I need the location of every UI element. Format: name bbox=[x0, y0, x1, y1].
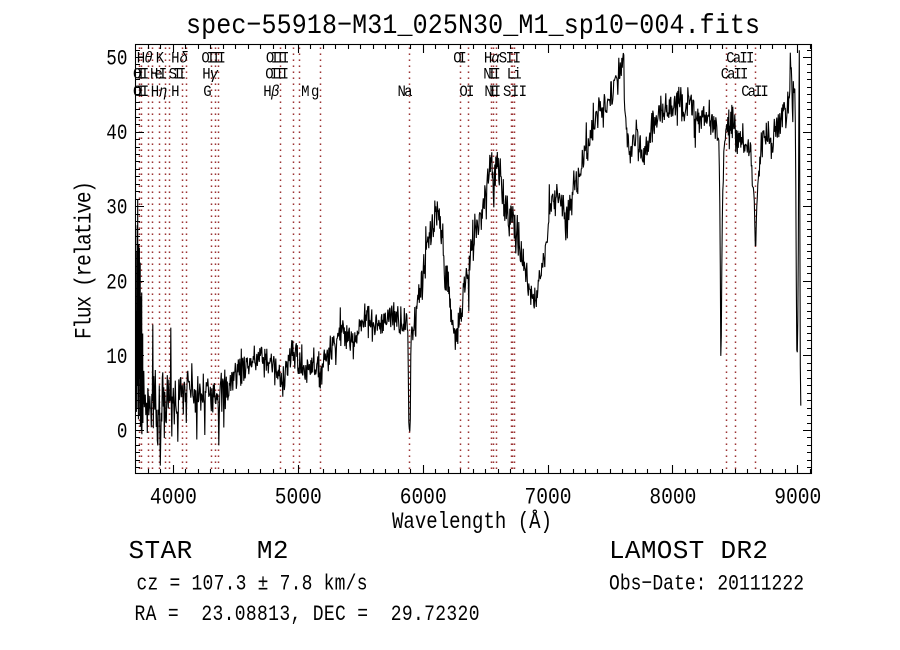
svg-text:CaII: CaII bbox=[721, 67, 749, 84]
svg-text:H: H bbox=[263, 84, 271, 101]
svg-text:θ: θ bbox=[144, 51, 153, 68]
svg-text:H: H bbox=[151, 84, 159, 101]
svg-text:20: 20 bbox=[106, 270, 127, 295]
svg-text:9000: 9000 bbox=[774, 485, 821, 511]
svg-text:η: η bbox=[159, 84, 167, 101]
svg-text:H: H bbox=[484, 51, 492, 68]
svg-text:SII: SII bbox=[169, 67, 187, 84]
svg-text:STAR M2: STAR M2 bbox=[129, 536, 289, 566]
svg-text:Li: Li bbox=[507, 67, 522, 84]
svg-text:K: K bbox=[156, 51, 165, 68]
svg-text:OIII: OIII bbox=[201, 51, 225, 68]
svg-text:CaII: CaII bbox=[741, 84, 769, 101]
svg-text:H: H bbox=[137, 51, 145, 68]
svg-text:Na: Na bbox=[398, 84, 413, 101]
svg-text:δ: δ bbox=[180, 51, 189, 68]
svg-text:OIII: OIII bbox=[266, 51, 290, 68]
svg-text:Flux (relative): Flux (relative) bbox=[72, 181, 98, 339]
svg-text:cz = 107.3 ± 7.8 km/s: cz = 107.3 ± 7.8 km/s bbox=[137, 572, 368, 597]
svg-text:α: α bbox=[491, 51, 501, 68]
svg-text:5000: 5000 bbox=[275, 485, 322, 511]
svg-text:spec−55918−M31_025N30_M1_sp10−: spec−55918−M31_025N30_M1_sp10−004.fits bbox=[186, 10, 760, 42]
svg-text:40: 40 bbox=[106, 120, 127, 145]
svg-text:8000: 8000 bbox=[649, 485, 696, 511]
svg-text:β: β bbox=[270, 84, 280, 101]
svg-text:H: H bbox=[202, 67, 210, 84]
svg-text:30: 30 bbox=[106, 195, 127, 220]
svg-text:Mg: Mg bbox=[301, 84, 319, 101]
svg-text:4000: 4000 bbox=[150, 485, 197, 511]
svg-text:0: 0 bbox=[117, 419, 128, 444]
svg-text:10: 10 bbox=[106, 344, 127, 369]
svg-text:OIII: OIII bbox=[265, 67, 289, 84]
svg-text:OI: OI bbox=[459, 84, 474, 101]
svg-text:RA = 23.08813, DEC = 29.7232: RA = 23.08813, DEC = 29.72320 bbox=[135, 602, 480, 627]
svg-text:OI: OI bbox=[453, 51, 466, 68]
svg-text:H: H bbox=[171, 51, 179, 68]
svg-text:CaII: CaII bbox=[726, 51, 754, 68]
svg-text:50: 50 bbox=[106, 46, 127, 71]
svg-text:OII: OII bbox=[133, 84, 149, 101]
svg-text:SII: SII bbox=[503, 84, 527, 101]
svg-text:NII: NII bbox=[484, 84, 501, 101]
svg-text:OII: OII bbox=[133, 67, 149, 84]
svg-text:HeI: HeI bbox=[150, 67, 167, 84]
svg-text:Wavelength (Å): Wavelength (Å) bbox=[392, 511, 552, 536]
svg-text:Obs−Date: 20111222: Obs−Date: 20111222 bbox=[609, 572, 804, 597]
svg-text:7000: 7000 bbox=[525, 485, 572, 511]
svg-text:6000: 6000 bbox=[400, 485, 447, 511]
svg-text:H: H bbox=[171, 84, 179, 101]
svg-text:γ: γ bbox=[210, 67, 220, 84]
svg-text:SII: SII bbox=[499, 51, 521, 68]
svg-text:LAMOST DR2: LAMOST DR2 bbox=[609, 536, 768, 566]
svg-text:G: G bbox=[203, 84, 211, 101]
svg-text:NII: NII bbox=[483, 67, 500, 84]
